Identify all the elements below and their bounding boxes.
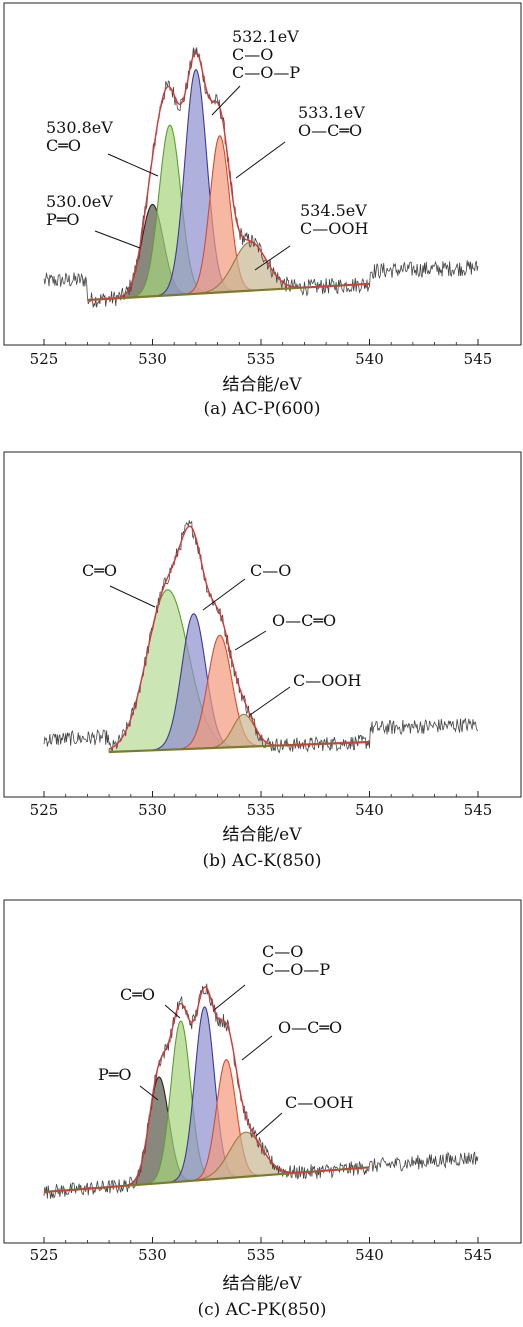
plot-frame: [3, 2, 522, 346]
x-tick-label: 530: [138, 350, 167, 368]
annotation-leader: [234, 630, 267, 651]
peak-annotation: 532.1eV C—O C—O—P: [232, 27, 300, 82]
annotation-leader: [213, 984, 246, 1011]
annotation-leader: [211, 85, 241, 116]
annotation-leader: [254, 245, 291, 271]
annotation-leader: [164, 1004, 181, 1019]
x-tick-label: 545: [464, 1246, 493, 1264]
x-tick-label: 525: [30, 350, 59, 368]
chart-panel-2: 525 530 535 540 545 结合能/eV (b) AC-K(850) C═O C—O…: [3, 451, 522, 871]
fit-envelope: [108, 525, 370, 750]
fit-envelope: [43, 985, 370, 1193]
annotation-leader: [255, 1112, 283, 1137]
raw-spectrum: [43, 520, 479, 754]
annotation-leader: [235, 141, 286, 179]
peak-annotation: C—O: [250, 561, 291, 580]
plot-frame: [3, 899, 522, 1244]
x-axis-label: 结合能/eV: [222, 375, 302, 395]
chart-panel-3: 525 530 535 540 545 结合能/eV (c) AC-PK(850) P═O C═…: [3, 899, 522, 1320]
peak-annotation: C—OOH: [285, 1093, 353, 1112]
panel-caption: (c) AC-PK(850): [197, 1300, 326, 1320]
fit-envelope: [87, 51, 370, 301]
peak-annotation: C—O C—O—P: [262, 942, 330, 979]
plot-frame: [3, 451, 522, 798]
x-tick-label: 540: [355, 801, 384, 819]
x-tick-label: 530: [138, 801, 167, 819]
peak-annotation: C═O: [82, 561, 117, 580]
annotation-leader: [94, 230, 141, 249]
x-tick-label: 540: [355, 350, 384, 368]
chart-panel-1: 525 530 535 540 545 结合能/eV (a) AC-P(600) 530.0e…: [3, 2, 522, 419]
x-tick-label: 525: [30, 801, 59, 819]
peak-annotation: C═O: [120, 985, 155, 1004]
panel-caption: (b) AC-K(850): [203, 851, 322, 871]
annotation-leader: [139, 1085, 159, 1101]
peak-annotation: P═O: [98, 1065, 132, 1084]
annotation-leader: [109, 585, 156, 608]
x-tick-label: 535: [247, 350, 276, 368]
x-axis-label: 结合能/eV: [222, 825, 302, 845]
peak-annotation: 530.8eV C═O: [46, 118, 113, 155]
peak-annotation: O—C═O: [278, 1018, 342, 1037]
x-tick-label: 540: [355, 1246, 384, 1264]
peak-annotation: 534.5eV C—OOH: [300, 201, 368, 238]
x-tick-label: 535: [247, 1246, 276, 1264]
x-tick-label: 545: [464, 801, 493, 819]
x-tick-label: 530: [138, 1246, 167, 1264]
peak-annotation: 530.0eV P═O: [46, 192, 113, 229]
annotation-leader: [107, 153, 159, 177]
x-tick-label: 535: [247, 801, 276, 819]
peak-annotation: O—C═O: [272, 611, 336, 630]
annotation-leader: [249, 686, 291, 716]
annotation-leader: [202, 578, 246, 611]
panel-caption: (a) AC-P(600): [204, 399, 321, 419]
x-tick-label: 525: [30, 1246, 59, 1264]
x-tick-label: 545: [464, 350, 493, 368]
annotation-leader: [241, 1035, 273, 1061]
x-axis-label: 结合能/eV: [222, 1274, 302, 1294]
peak-annotation: 533.1eV O—C═O: [298, 103, 365, 140]
peak-annotation: C—OOH: [293, 671, 361, 690]
